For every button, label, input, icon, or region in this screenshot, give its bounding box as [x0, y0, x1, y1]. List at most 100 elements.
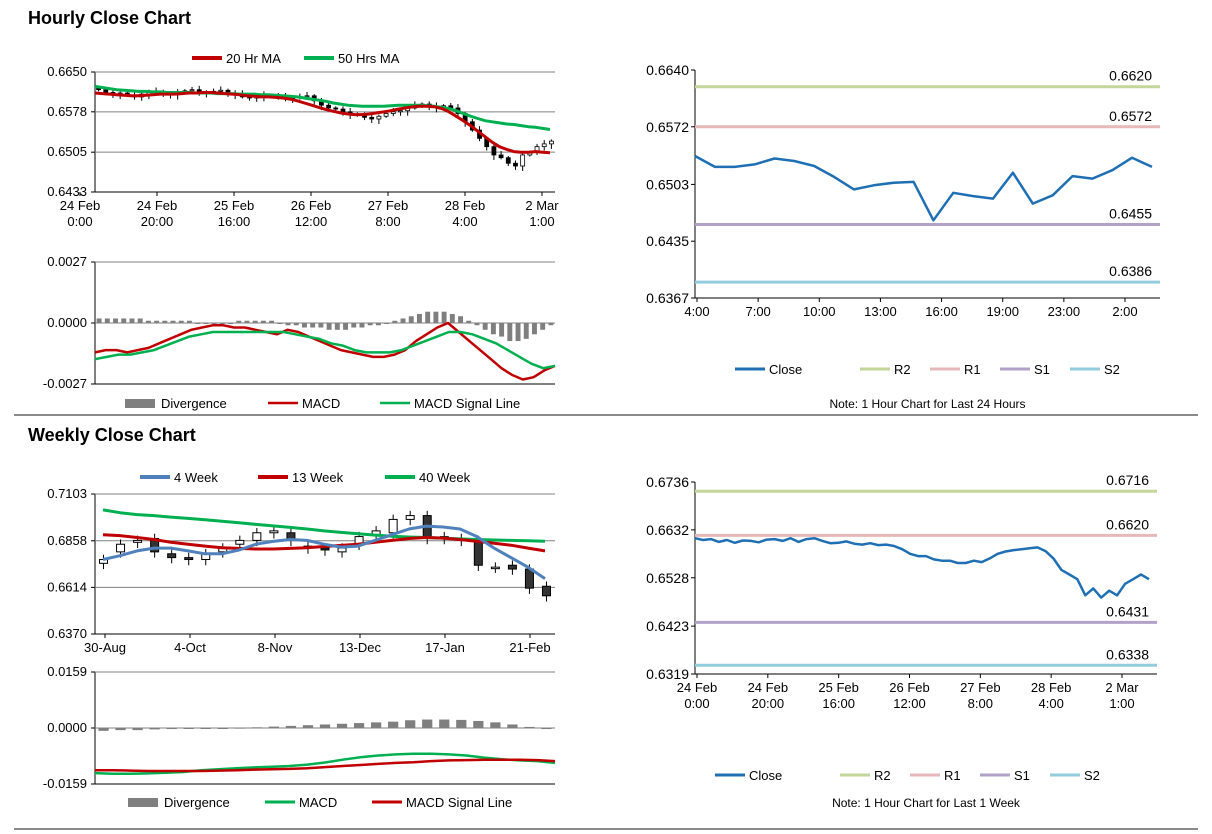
divergence-bar [392, 320, 398, 323]
divergence-bar [121, 318, 127, 323]
divergence-bar [293, 323, 299, 326]
divergence-bar [425, 311, 431, 323]
legend-r2-label: R2 [874, 768, 891, 783]
legend-13week-label: 13 Week [292, 470, 344, 485]
divergence-bar [113, 318, 118, 323]
divergence-bar [474, 323, 480, 326]
y-tick-label: 0.0000 [47, 315, 87, 330]
legend-divergence-swatch [125, 399, 155, 408]
divergence-bar [252, 320, 258, 323]
candle-body [269, 530, 279, 534]
candle-body [133, 539, 143, 543]
divergence-bar [195, 323, 201, 324]
divergence-bar [219, 323, 225, 324]
x-tick-label: 4-Oct [174, 640, 206, 655]
legend-divergence-swatch [128, 798, 158, 807]
legend-s2-label: S2 [1104, 362, 1120, 377]
divergence-bar [507, 323, 513, 342]
legend-macd-signal-label: MACD Signal Line [414, 396, 520, 411]
legend-40week-label: 40 Week [419, 470, 471, 485]
x-tick-label-time: 12:00 [295, 214, 328, 229]
x-tick-label-date: 26 Feb [889, 680, 929, 695]
ma50-line [94, 84, 551, 131]
candle-body [520, 154, 526, 167]
legend-4week-label: 4 Week [174, 470, 218, 485]
x-tick-label-time: 1:00 [1109, 696, 1134, 711]
weekly-section-title: Weekly Close Chart [28, 425, 196, 445]
divergence-bar [326, 323, 332, 330]
divergence-bar [490, 323, 496, 335]
legend-close-label: Close [769, 362, 802, 377]
divergence-bar [145, 320, 151, 323]
candle-body [390, 111, 396, 114]
y-tick-label: 0.6319 [646, 666, 689, 682]
macd-line [94, 321, 556, 381]
divergence-bar [236, 320, 242, 323]
divergence-bar [405, 720, 416, 728]
divergence-bar [466, 320, 472, 323]
divergence-bar [244, 320, 250, 323]
divergence-bar [200, 728, 211, 729]
candle-body [549, 140, 554, 145]
divergence-bar [183, 728, 194, 729]
divergence-bar [499, 323, 505, 337]
divergence-bar [187, 320, 192, 323]
divergence-bar [149, 728, 160, 730]
divergence-bar [98, 728, 109, 731]
divergence-bar [515, 323, 521, 342]
candle-body [189, 89, 195, 92]
candle-body [405, 515, 415, 520]
divergence-bar [439, 719, 450, 728]
x-tick-label-date: 27 Feb [960, 680, 1000, 695]
y-tick-label: 0.6435 [646, 233, 689, 249]
level-label-s2: 0.6338 [1106, 646, 1149, 662]
divergence-bar [285, 323, 291, 326]
x-tick-label-time: 0:00 [67, 214, 92, 229]
candle-body [252, 532, 262, 541]
close-line [694, 154, 1153, 222]
divergence-bar [211, 323, 217, 324]
candle-body [491, 146, 497, 156]
divergence-bar [490, 722, 501, 728]
divergence-bar [441, 311, 447, 323]
x-tick-label-date: 25 Feb [818, 680, 858, 695]
divergence-bar [422, 719, 433, 728]
x-tick-label: 7:00 [745, 304, 770, 319]
divergence-bar [277, 323, 283, 324]
legend-ma20-label: 20 Hr MA [226, 51, 281, 66]
divergence-bar [388, 721, 399, 728]
legend-r1-label: R1 [964, 362, 981, 377]
x-tick-label-date: 28 Feb [1031, 680, 1071, 695]
candle-body [235, 539, 245, 545]
divergence-bar [375, 323, 381, 326]
x-tick-label-time: 4:00 [452, 214, 477, 229]
candle-body [333, 107, 339, 110]
divergence-bar [319, 724, 331, 728]
candle-body [184, 557, 194, 561]
divergence-bar [540, 323, 546, 330]
candle-body [103, 89, 109, 93]
level-label-r1: 0.6620 [1106, 516, 1149, 532]
x-tick-label: 19:00 [986, 304, 1019, 319]
candle-body [524, 568, 534, 589]
divergence-bar [260, 320, 266, 323]
x-tick-label-time: 20:00 [752, 696, 785, 711]
divergence-bar [334, 323, 340, 330]
legend-close-label: Close [749, 768, 782, 783]
divergence-bar [523, 323, 529, 339]
candle-body [304, 95, 310, 98]
hourly-close-levels-chart: 0.6640 0.6572 0.6503 0.6435 0.6367 0.6620 0.65… [646, 62, 1160, 411]
y-tick-label: 0.6503 [646, 176, 689, 192]
divergence-bar [367, 323, 373, 326]
divergence-bar [343, 323, 348, 330]
macd-signal-line [94, 330, 556, 370]
divergence-bar [268, 726, 279, 728]
y-tick-label: 0.6505 [47, 144, 87, 159]
divergence-bar [524, 726, 535, 728]
x-tick-label-date: 2 Mar [1105, 680, 1139, 695]
candle-body [507, 564, 517, 570]
legend-r1-label: R1 [944, 768, 961, 783]
candle-body [320, 547, 330, 551]
